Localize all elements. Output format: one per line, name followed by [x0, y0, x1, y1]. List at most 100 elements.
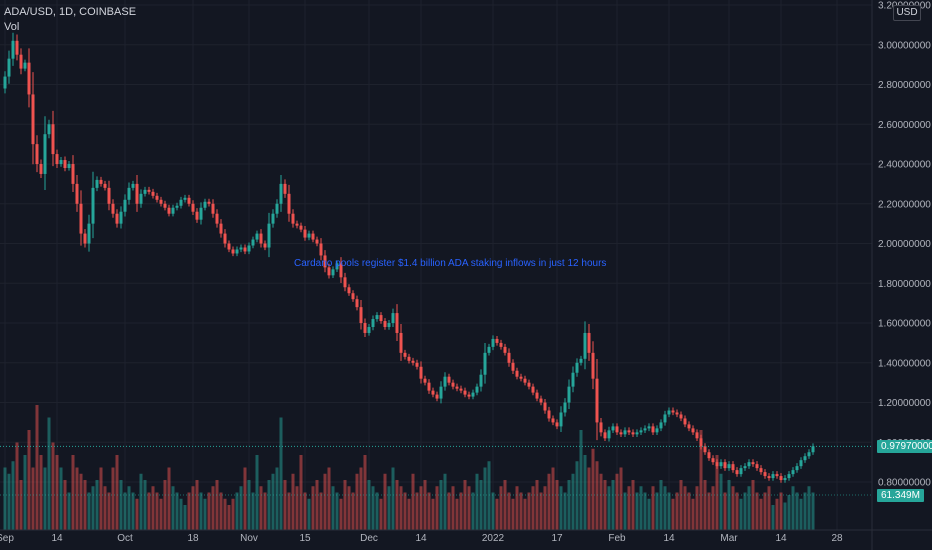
candle-body [807, 452, 811, 457]
volume-bar [115, 455, 119, 530]
candle-body [363, 323, 367, 333]
volume-bar [291, 473, 295, 530]
candle-body [527, 382, 531, 387]
volume-bar [367, 480, 371, 530]
candle-body [395, 313, 399, 333]
volume-bar [259, 486, 263, 530]
candle-body [211, 203, 215, 214]
candle-body [571, 372, 575, 387]
volume-bar [239, 486, 243, 530]
candle-body [787, 474, 791, 479]
candle-body [487, 346, 491, 353]
volume-bar [47, 417, 51, 530]
currency-badge[interactable]: USD [893, 5, 921, 21]
volume-bar [215, 480, 219, 530]
y-tick-label: 1.60000000 [878, 319, 931, 330]
y-tick-label: 2.60000000 [878, 120, 931, 131]
volume-bar [647, 498, 651, 530]
volume-bar [575, 461, 579, 530]
candle-body [607, 430, 611, 439]
volume-bar [779, 492, 783, 530]
candle-body [367, 327, 371, 333]
candle-body [123, 199, 127, 212]
y-tick-label: 0.80000000 [878, 478, 931, 489]
candle-body [267, 223, 271, 248]
volume-bar [591, 448, 595, 530]
volume-bar [35, 405, 39, 530]
candle-body [555, 422, 559, 427]
candle-body [783, 478, 787, 481]
candle-body [699, 438, 703, 447]
candle-body [779, 476, 783, 481]
volume-bar [511, 498, 515, 530]
x-tick-label: 14 [51, 533, 63, 544]
volume-bar [331, 486, 335, 530]
candle-body [715, 462, 719, 467]
volume-bar [519, 492, 523, 530]
volume-bar [15, 442, 19, 530]
volume-bar [119, 480, 123, 530]
candle-body [231, 249, 235, 254]
candle-body [435, 394, 439, 399]
volume-bar [451, 486, 455, 530]
candle-body [11, 40, 15, 59]
volume-bar [595, 461, 599, 530]
x-tick-label: 2022 [482, 533, 505, 544]
candle-body [743, 466, 747, 469]
candle-body [451, 382, 455, 387]
volume-bar [611, 480, 615, 530]
volume-bar [355, 473, 359, 530]
candle-body [799, 460, 803, 467]
candle-body [667, 410, 671, 415]
volume-bar [287, 492, 291, 530]
volume-bar [667, 492, 671, 530]
volume-bar [627, 486, 631, 530]
volume-bar [71, 455, 75, 530]
candle-body [523, 378, 527, 383]
volume-indicator-label[interactable]: Vol [4, 21, 20, 33]
volume-bar [467, 486, 471, 530]
volume-bar [559, 486, 563, 530]
volume-bar [267, 480, 271, 530]
candle-body [331, 269, 335, 276]
volume-bar [683, 486, 687, 530]
news-annotation[interactable]: Cardano pools register $1.4 billion ADA … [294, 258, 607, 269]
candle-body [567, 386, 571, 403]
volume-bar [527, 492, 531, 530]
candle-body [303, 229, 307, 238]
candle-body [223, 233, 227, 244]
candle-body [475, 386, 479, 393]
volume-bar [7, 473, 11, 530]
volume-bar [223, 498, 227, 530]
candle-body [335, 263, 339, 270]
candle-body [479, 374, 483, 387]
volume-bar [255, 455, 259, 530]
time-axis[interactable]: Sep 14 Oct 18 Nov 15 Dec 14 2022 17 Feb 14 Mar 14 28 [0, 529, 932, 544]
candle-body [671, 410, 675, 413]
volume-bar [423, 480, 427, 530]
candle-body [651, 426, 655, 433]
volume-bar [183, 505, 187, 530]
symbol-title[interactable]: ADA/USD, 1D, COINBASE [4, 6, 137, 18]
volume-bar [247, 480, 251, 530]
candle-body [683, 418, 687, 425]
volume-bar [651, 486, 655, 530]
candle-body [315, 239, 319, 244]
candle-body [199, 207, 203, 220]
price-axis[interactable]: 3.200000003.000000002.800000002.60000000… [871, 0, 932, 550]
candle-body [79, 203, 83, 234]
volume-bar [63, 480, 67, 530]
candle-body [343, 277, 347, 288]
candle-body [491, 338, 495, 347]
candle-body [483, 352, 487, 375]
candle-body [755, 464, 759, 469]
volume-bar [407, 498, 411, 530]
candle-body [243, 247, 247, 252]
candle-body [279, 183, 283, 204]
volume-bar [731, 486, 735, 530]
volume-bar [643, 492, 647, 530]
volume-bar [579, 430, 583, 530]
volume-bars [3, 405, 815, 530]
candle-body [239, 247, 243, 250]
